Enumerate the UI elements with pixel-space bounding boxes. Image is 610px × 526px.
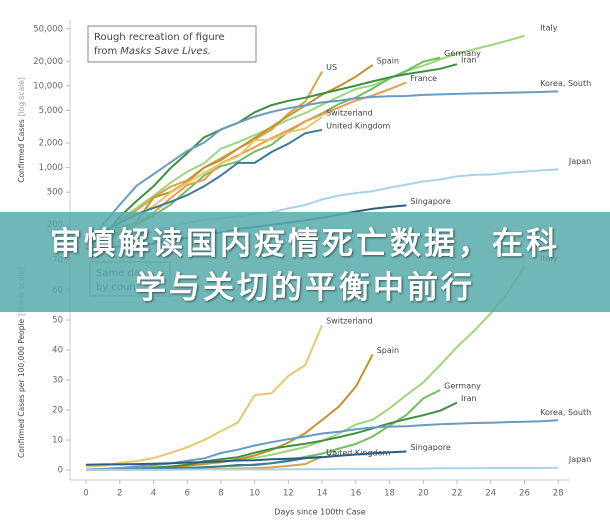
y-tick-label: 500 <box>47 188 63 198</box>
x-tick-label: 28 <box>553 489 564 499</box>
x-tick-label: 12 <box>283 489 294 499</box>
y-axis-title-main: Confirmed Cases per 100,000 People <box>17 318 26 458</box>
series-label: Iran <box>461 56 477 65</box>
y-tick-label: 50,000 <box>33 24 63 34</box>
x-tick-label: 4 <box>151 489 156 499</box>
series-line <box>85 90 559 250</box>
x-tick-label: 14 <box>317 489 328 499</box>
series-line <box>85 34 525 251</box>
series-label: Japan <box>568 157 591 166</box>
series-line <box>85 450 407 466</box>
y-tick-label: 1,000 <box>39 163 63 173</box>
y-tick-label: 5,000 <box>39 106 63 116</box>
x-tick-label: 0 <box>83 489 88 499</box>
series-label: Singapore <box>410 197 450 206</box>
annotation-line: from Masks Save Lives. <box>94 46 211 57</box>
series-line <box>85 389 441 471</box>
x-tick-label: 10 <box>249 489 260 499</box>
series-label: US <box>326 63 337 72</box>
annotation-line: Rough recreation of figure <box>94 32 225 43</box>
y-axis-title-note: [log scale] <box>17 77 26 116</box>
x-tick-label: 24 <box>485 489 496 499</box>
series-label: Spain <box>377 57 399 66</box>
y-tick-label: 20,000 <box>33 57 63 67</box>
series-label: Switzerland <box>326 109 373 118</box>
series-label: Italy <box>540 23 558 32</box>
x-tick-label: 8 <box>218 489 223 499</box>
series-line <box>85 419 559 471</box>
x-tick-label: 2 <box>117 489 122 499</box>
series-label: Germany <box>444 381 481 390</box>
series-line <box>85 63 458 251</box>
x-axis-title: Days since 100th Case <box>274 508 366 517</box>
series-label: United Kingdom <box>326 448 390 457</box>
series-label: Japan <box>568 455 591 464</box>
y-tick-label: 40 <box>52 346 63 356</box>
y-tick-label: 10 <box>52 436 63 446</box>
x-tick-label: 20 <box>418 489 429 499</box>
series-label: Germany <box>444 49 481 58</box>
annotation-source: Masks Save Lives. <box>120 46 211 57</box>
y-tick-label: 2,000 <box>39 138 63 148</box>
x-tick-label: 16 <box>350 489 361 499</box>
series-line <box>85 324 324 468</box>
y-axis-title: Confirmed Cases [log scale] <box>17 77 26 183</box>
series-label: Iran <box>461 394 477 403</box>
annotation-text: from <box>94 46 117 57</box>
x-tick-label: 18 <box>384 489 395 499</box>
y-tick-label: 30 <box>52 376 63 386</box>
series-label: United Kingdom <box>326 121 390 130</box>
series-label: France <box>410 74 437 83</box>
series-label: Singapore <box>410 443 450 452</box>
banner-text: 审慎解读国内疫情死亡数据，在科学与关切的平衡中前行 <box>50 226 560 306</box>
series-label: Switzerland <box>326 317 373 326</box>
y-tick-label: 20 <box>52 406 63 416</box>
x-tick-label: 26 <box>519 489 530 499</box>
banner: 审慎解读国内疫情死亡数据，在科学与关切的平衡中前行 <box>0 212 610 312</box>
series-label: Korea, South <box>540 408 591 417</box>
annotation-box <box>87 25 257 63</box>
y-tick-label: 50 <box>52 316 63 326</box>
series-line <box>86 466 559 471</box>
y-tick-label: 10,000 <box>33 81 63 91</box>
y-tick-label: 0 <box>58 466 63 476</box>
x-tick-label: 22 <box>452 489 463 499</box>
series-label: Korea, South <box>540 79 591 88</box>
series-label: US <box>326 448 337 457</box>
series-label: Spain <box>377 346 399 355</box>
y-axis-title-main: Confirmed Cases <box>17 119 26 183</box>
x-tick-label: 6 <box>184 489 189 499</box>
